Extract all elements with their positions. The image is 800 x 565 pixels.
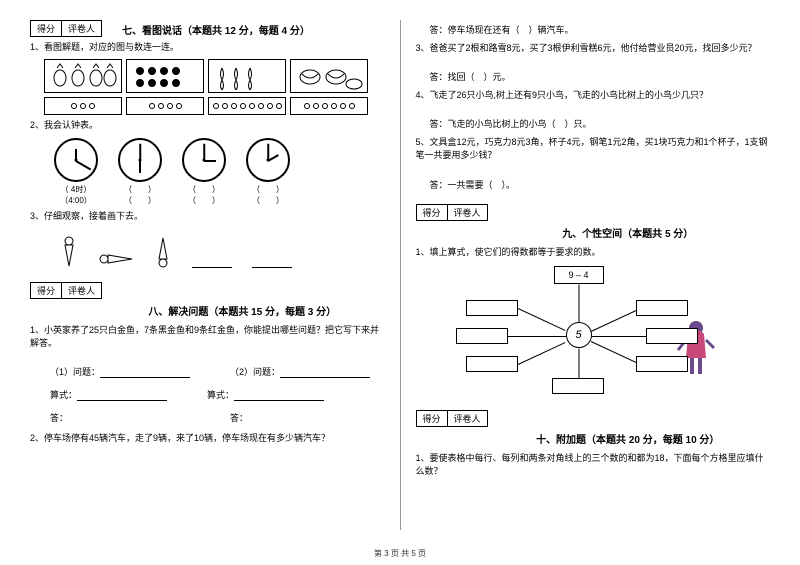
sub1-label: （1）问题： (50, 367, 100, 377)
score-header-8: 得分 评卷人 (30, 282, 385, 299)
page-footer: 第 3 页 共 5 页 (0, 548, 800, 559)
net-box (466, 356, 518, 372)
clock-4 (246, 138, 290, 182)
fruit-cell-2 (126, 59, 204, 93)
net-box (646, 328, 698, 344)
score-header-7: 得分 评卷人 七、看图说话（本题共 12 分，每题 4 分） (30, 20, 385, 37)
net-box (552, 378, 604, 394)
section-8-title: 八、解决问题（本题共 15 分，每题 3 分） (100, 303, 385, 318)
score-label: 得分 (30, 282, 62, 299)
watermelon-icon (294, 62, 364, 90)
net-box (636, 356, 688, 372)
network-diagram: 9 – 4 5 (456, 266, 716, 396)
score-label: 得分 (30, 20, 62, 37)
net-center: 5 (566, 322, 592, 348)
blank-shape (192, 267, 232, 268)
dot-cell-4 (290, 97, 368, 115)
fruit-cell-1 (44, 59, 122, 93)
clock-label: （ ） (182, 184, 226, 195)
a8-4: 答：飞走的小鸟比树上的小鸟（ ）只。 (430, 118, 771, 132)
a8-2: 答：停车场现在还有（ ）辆汽车。 (430, 24, 771, 38)
clock-label: （ ） (246, 195, 290, 206)
net-box (456, 328, 508, 344)
q8-1-formula: 算式： 算式： (50, 388, 385, 401)
dot-row (44, 97, 385, 115)
answer-label: 答： (50, 413, 68, 423)
clock-2 (118, 138, 162, 182)
page: 得分 评卷人 七、看图说话（本题共 12 分，每题 4 分） 1、看图解题，对应… (0, 0, 800, 540)
blank (100, 368, 190, 378)
q8-3: 3、爸爸买了2根和路雪8元，买了3根伊利雪糕6元，他付给营业员20元，找回多少元… (416, 42, 771, 56)
strawberry-icon (130, 62, 200, 90)
net-top-box: 9 – 4 (554, 266, 604, 284)
q8-2: 2、停车场停有45辆汽车，走了9辆，来了10辆，停车场现在有多少辆汽车？ (30, 432, 385, 446)
fruit-cell-3 (208, 59, 286, 93)
a8-3: 答：找回（ ）元。 (430, 71, 771, 85)
left-column: 得分 评卷人 七、看图说话（本题共 12 分，每题 4 分） 1、看图解题，对应… (30, 20, 400, 530)
clock-label: （ ） (246, 184, 290, 195)
clock-1 (54, 138, 98, 182)
sub2-label: （2）问题： (230, 367, 280, 377)
q9-1: 1、填上算式，使它们的得数都等于要求的数。 (416, 246, 771, 260)
score-header-9: 得分 评卷人 (416, 204, 771, 221)
dot-cell-1 (44, 97, 122, 115)
q8-5: 5、文具盒12元，巧克力8元3角，杯子4元，钢笔1元2角，买1块巧克力和1个杯子… (416, 136, 771, 163)
reviewer-label: 评卷人 (62, 20, 102, 37)
shape-2 (98, 250, 134, 268)
sub-1: （1）问题： (50, 365, 190, 378)
clock-label: （ ） (118, 184, 162, 195)
q8-4: 4、飞走了26只小鸟,树上还有9只小鸟，飞走的小鸟比树上的小鸟少几只？ (416, 89, 771, 103)
right-column: 答：停车场现在还有（ ）辆汽车。 3、爸爸买了2根和路雪8元，买了3根伊利雪糕6… (401, 20, 771, 530)
blank (280, 368, 370, 378)
section-7-title: 七、看图说话（本题共 12 分，每题 4 分） (122, 22, 310, 37)
score-label: 得分 (416, 410, 448, 427)
clock-label: （ ） (118, 195, 162, 206)
clock-3 (182, 138, 226, 182)
dot-cell-2 (126, 97, 204, 115)
formula-label: 算式： (50, 390, 77, 400)
q7-2: 2、我会认钟表。 (30, 119, 385, 133)
shape-3 (154, 236, 172, 268)
section-10-title: 十、附加题（本题共 20 分，每题 10 分） (486, 431, 771, 446)
blank (77, 391, 167, 401)
blank-shape (252, 267, 292, 268)
net-box (636, 300, 688, 316)
q7-3: 3、仔细观察，接着画下去。 (30, 210, 385, 224)
clock-label: （ 4时） (54, 184, 98, 195)
clock-labels-top: （ 4时） （ ） （ ） （ ） (54, 184, 385, 195)
q8-1-ans: 答： 答： (50, 411, 385, 424)
q8-1-subs: （1）问题： （2）问题： (50, 365, 385, 378)
pineapple-icon (48, 62, 118, 90)
score-label: 得分 (416, 204, 448, 221)
a8-5: 答：一共需要（ ）。 (430, 179, 771, 193)
reviewer-label: 评卷人 (448, 204, 488, 221)
reviewer-label: 评卷人 (448, 410, 488, 427)
clock-label: （4:00） (54, 195, 98, 206)
q10-1: 1、要使表格中每行、每列和两条对角线上的三个数的和都为18，下面每个方格里应填什… (416, 452, 771, 479)
answer-label: 答： (230, 413, 248, 423)
clock-row (54, 138, 385, 182)
sub-2: （2）问题： (230, 365, 370, 378)
score-header-10: 得分 评卷人 (416, 410, 771, 427)
pear-icon (212, 62, 282, 90)
fruit-row (44, 59, 385, 93)
net-box (466, 300, 518, 316)
blank (234, 391, 324, 401)
fruit-cell-4 (290, 59, 368, 93)
dot-cell-3 (208, 97, 286, 115)
clock-label: （ ） (182, 195, 226, 206)
q7-1: 1、看图解题，对应的图与数连一连。 (30, 41, 385, 55)
q8-1: 1、小英家养了25只白金鱼，7条黑金鱼和9条红金鱼，你能提出哪些问题？把它写下来… (30, 324, 385, 351)
section-9-title: 九、个性空间（本题共 5 分） (486, 225, 771, 240)
reviewer-label: 评卷人 (62, 282, 102, 299)
shape-1 (60, 236, 78, 268)
clock-labels-bot: （4:00） （ ） （ ） （ ） (54, 195, 385, 206)
shapes-row (60, 232, 385, 268)
formula-label: 算式： (207, 390, 234, 400)
